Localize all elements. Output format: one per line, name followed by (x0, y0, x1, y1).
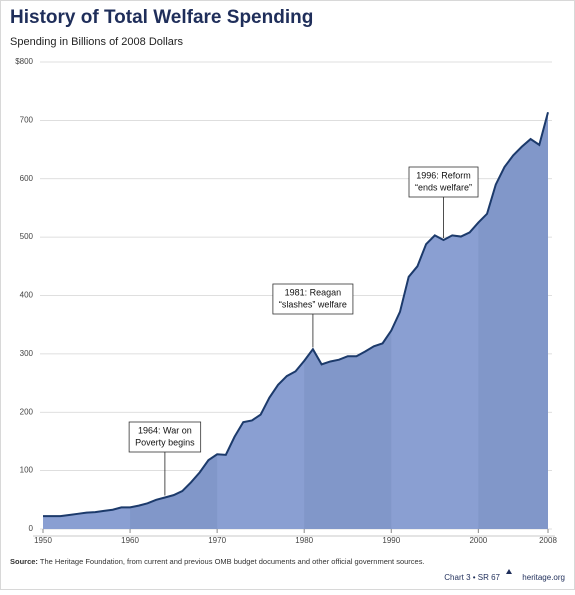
chart-subtitle: Spending in Billions of 2008 Dollars (10, 36, 184, 48)
logo (506, 569, 512, 574)
annotation-box (272, 283, 354, 315)
chart-title: History of Total Welfare Spending (10, 7, 313, 28)
annotation-box (128, 421, 202, 453)
annotation-text: 1964: War on (138, 425, 192, 435)
y-tick-label: 300 (20, 349, 34, 358)
annotation-text: 1996: Reform (416, 170, 471, 180)
annotation-box (408, 166, 479, 198)
y-tick-label: 500 (20, 232, 34, 241)
x-tick-label: 1990 (382, 536, 400, 545)
x-tick-label: 1970 (208, 536, 226, 545)
y-tick-label: 100 (20, 466, 34, 475)
y-tick-label: 400 (20, 291, 34, 300)
chart-id: Chart 3 • SR 67 (444, 573, 500, 582)
line (43, 111, 549, 518)
area (43, 112, 548, 529)
annotation-text: “ends welfare” (415, 182, 472, 192)
x-tick-label: 2008 (539, 536, 557, 545)
y-tick-label: 200 (20, 407, 34, 416)
annotation-text: “slashes” welfare (279, 299, 347, 309)
x-tick-label: 2000 (469, 536, 487, 545)
annotation-text: Poverty begins (135, 437, 195, 447)
source-label: Source: (10, 557, 38, 566)
annotation-text: 1981: Reagan (285, 287, 342, 297)
y-tick-label: 0 (29, 524, 34, 533)
source-note: Source: The Heritage Foundation, from cu… (10, 557, 425, 566)
y-tick-label: 700 (20, 115, 34, 124)
x-tick-label: 1950 (34, 536, 52, 545)
source-text: The Heritage Foundation, from current an… (40, 557, 425, 566)
y-tick-label: 600 (20, 174, 34, 183)
site: heritage.org (522, 573, 565, 582)
x-tick-label: 1960 (121, 536, 139, 545)
x-tick-label: 1980 (295, 536, 313, 545)
y-tick-label: $800 (15, 57, 33, 66)
